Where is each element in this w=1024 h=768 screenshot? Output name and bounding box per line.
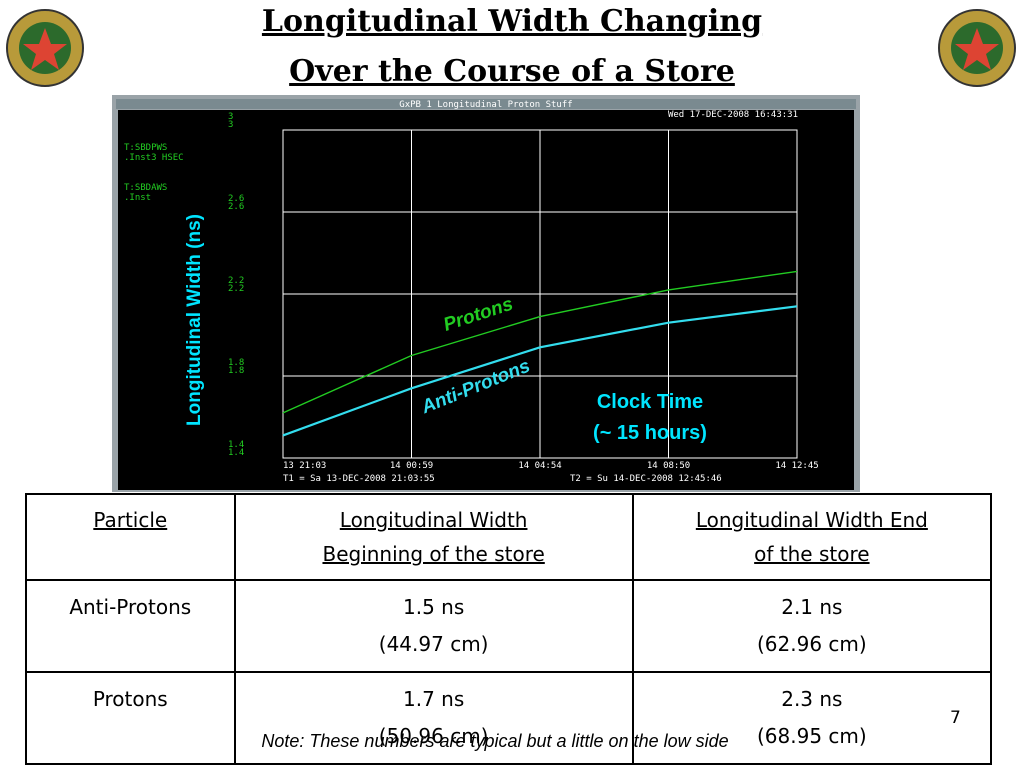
channel-label: T:SBDAWS [124, 183, 167, 193]
table-body: Anti-Protons 1.5 ns (44.97 cm) 2.1 ns (62.96… [25, 579, 993, 765]
cell-line: (44.97 cm) [378, 632, 489, 656]
y-tick-label: 3 [228, 120, 233, 130]
channel-label: .Inst [124, 193, 151, 203]
slide-title: Longitudinal Width Changing [261, 4, 763, 39]
table-cell: Protons [25, 671, 236, 765]
logo-left [6, 9, 84, 87]
x-tick-label: 14 12:45 [775, 461, 818, 471]
cell-line: (68.95 cm) [757, 724, 867, 748]
header-cell: Longitudinal Width Beginning of the store [233, 493, 634, 581]
comparison-table: Particle Longitudinal Width Beginning of t… [25, 493, 993, 765]
y-tick-label: 2.6 [228, 194, 244, 204]
cell-line: Longitudinal Width End [695, 508, 928, 532]
channel-label: .Inst3 HSEC [124, 153, 184, 163]
window-date: Wed 17-DEC-2008 16:43:31 [668, 110, 798, 120]
y-tick-label: 2.2 [228, 276, 244, 286]
table-row: Anti-Protons 1.5 ns (44.97 cm) 2.1 ns (62.96… [25, 579, 993, 673]
series-line [282, 305, 798, 437]
logo-right [938, 9, 1016, 87]
y-tick-label: 1.4 [228, 448, 244, 458]
x-tick-label: 14 00:59 [390, 461, 433, 471]
time-range: T2 = Su 14-DEC-2008 12:45:46 [570, 474, 722, 484]
cell-line: Longitudinal Width [339, 508, 528, 532]
x-tick-label: 14 04:54 [518, 461, 561, 471]
cell-line: 2.1 ns [781, 595, 843, 619]
series-line [282, 270, 798, 414]
slide-title: Over the Course of a Store [289, 54, 735, 89]
cell-line: Anti-Protons [69, 595, 192, 619]
time-range: T1 = Sa 13-DEC-2008 21:03:55 [283, 474, 435, 484]
cell-line: Beginning of the store [322, 542, 545, 566]
x-tick-label: 14 08:50 [647, 461, 690, 471]
y-tick-label: 2.2 [228, 284, 244, 294]
note: Note: These numbers are typical but a li… [261, 731, 729, 751]
annotation: (~ 15 hours) [593, 422, 707, 444]
y-tick-label: 1.8 [228, 358, 244, 368]
table-cell: Anti-Protons [25, 579, 236, 673]
table-cell: 2.3 ns (68.95 cm) [631, 671, 993, 765]
cell-line: (50.96 cm) [378, 724, 489, 748]
table-cell: 1.7 ns (50.96 cm) [233, 671, 634, 765]
cell-line: (62.96 cm) [757, 632, 867, 656]
window-titlebar [116, 99, 856, 109]
table-row: Protons 1.7 ns (50.96 cm) 2.3 ns (68.95 cm) [25, 671, 993, 765]
annotation: Clock Time [597, 391, 703, 413]
y-tick-label: 1.8 [228, 366, 244, 376]
cell-line: Particle [93, 508, 168, 532]
y-tick-label: 1.4 [228, 440, 244, 450]
cell-line: 2.3 ns [781, 687, 843, 711]
table-cell: 2.1 ns (62.96 cm) [631, 579, 993, 673]
table-cell: 1.5 ns (44.97 cm) [233, 579, 634, 673]
y-tick-label: 2.6 [228, 202, 244, 212]
header-cell: Longitudinal Width End of the store [631, 493, 993, 581]
x-tick-label: 13 21:03 [283, 461, 326, 471]
header-cell: Particle [25, 493, 236, 581]
y-axis-label: Longitudinal Width (ns) [184, 214, 205, 426]
table-header: Particle Longitudinal Width Beginning of t… [25, 493, 993, 581]
cell-line: 1.7 ns [403, 687, 465, 711]
cell-line: 1.5 ns [403, 595, 465, 619]
window-title: GxPB 1 Longitudinal Proton Stuff [399, 100, 572, 110]
plot-screen [118, 110, 854, 490]
channel-label: T:SBDPWS [124, 143, 167, 153]
cell-line: of the store [754, 542, 870, 566]
cell-line: Protons [92, 687, 168, 711]
y-tick-label: 3 [228, 112, 233, 122]
page-number: 7 [950, 708, 961, 728]
